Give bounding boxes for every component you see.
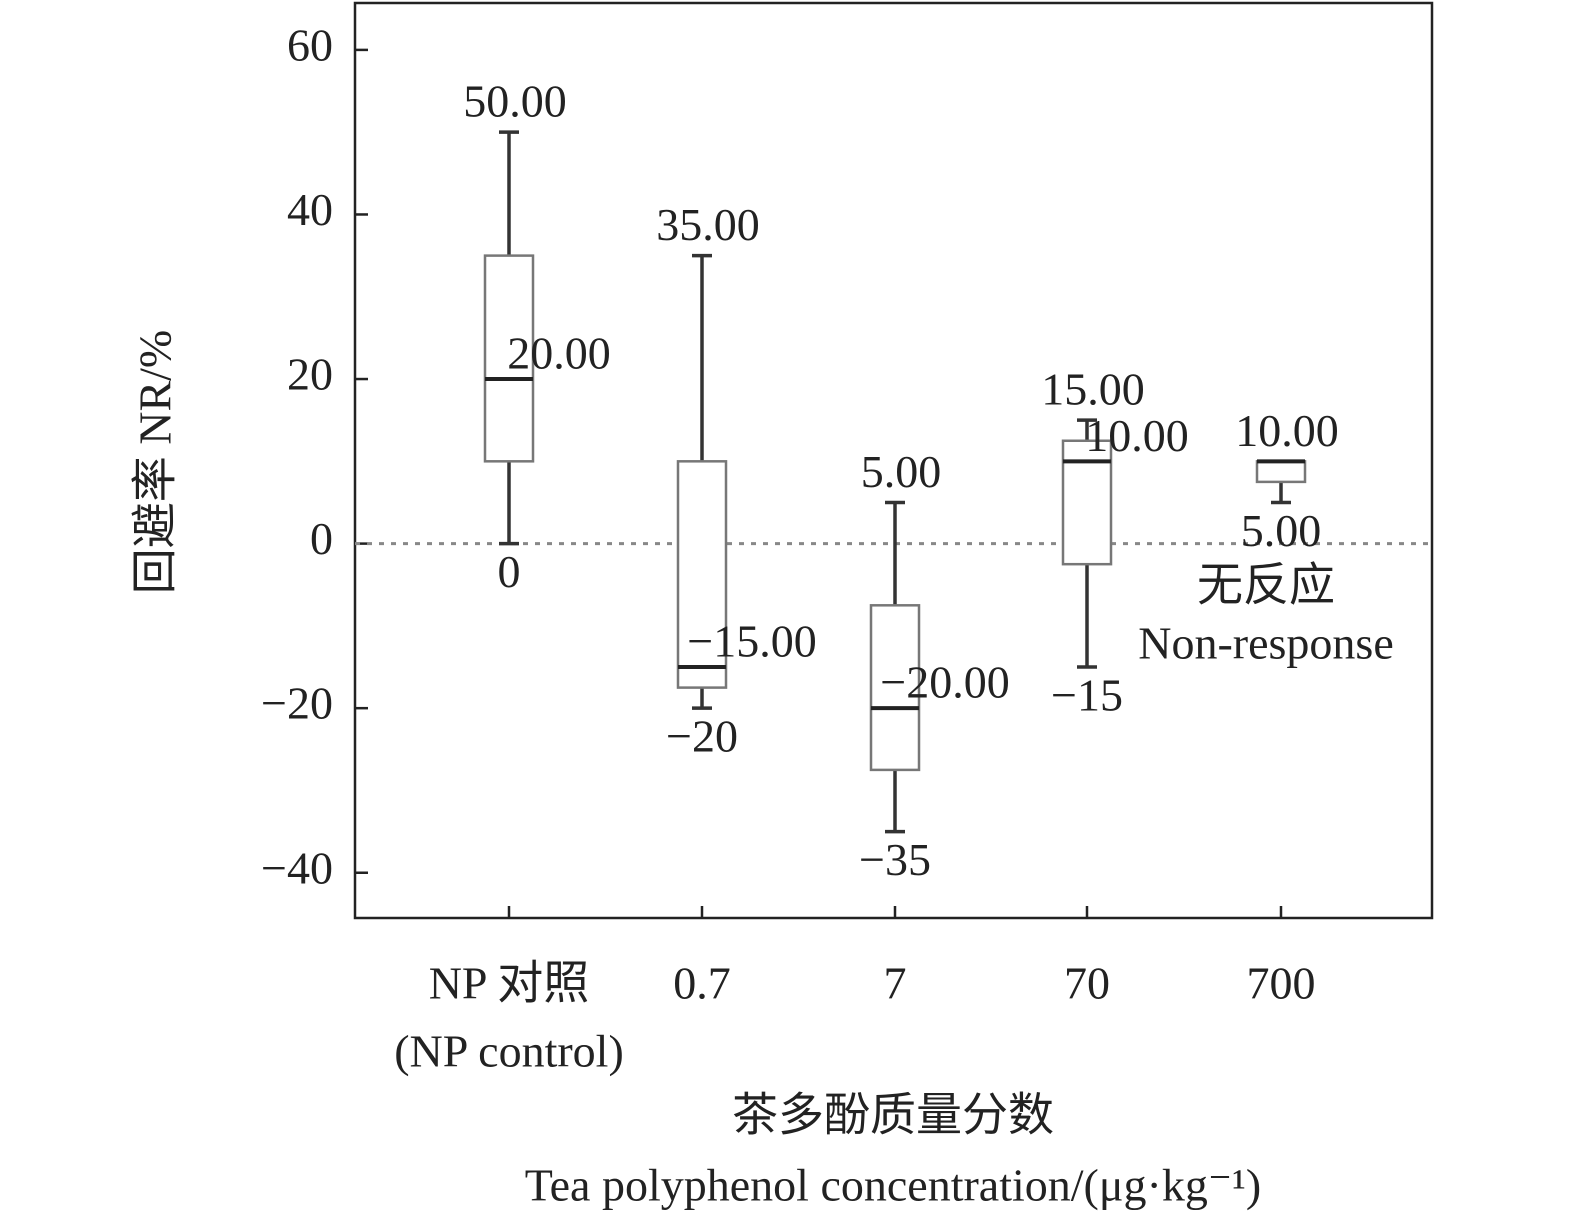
annotation: 无反应 — [1197, 560, 1335, 611]
box — [869, 604, 921, 772]
value-label: 35.00 — [656, 199, 760, 250]
value-label: 10.00 — [1235, 405, 1339, 456]
value-label: 5.00 — [1241, 505, 1322, 556]
y-tick-label: 60 — [287, 19, 333, 70]
value-label: 5.00 — [861, 446, 942, 497]
x-axis-label: Tea polyphenol concentration/(μg·kg⁻¹) — [525, 1160, 1262, 1211]
value-label: 15.00 — [1041, 364, 1145, 415]
x-tick-label: 0.7 — [673, 958, 731, 1009]
box — [1255, 460, 1307, 484]
x-tick-label: (NP control) — [394, 1026, 624, 1077]
box — [483, 254, 535, 463]
y-tick-label: −20 — [261, 678, 333, 729]
value-label: −35 — [859, 834, 931, 885]
x-tick-label: NP 对照 — [429, 958, 590, 1009]
x-tick-label: 700 — [1247, 958, 1316, 1009]
y-tick-label: −40 — [261, 842, 333, 893]
value-label: 20.00 — [507, 328, 611, 379]
value-label: −20 — [666, 711, 738, 762]
y-axis-label: 回避率 NR/% — [130, 330, 181, 595]
y-tick-label: 0 — [310, 513, 333, 564]
value-label: 50.00 — [463, 76, 567, 127]
value-label: −20.00 — [880, 657, 1009, 708]
y-tick-label: 20 — [287, 349, 333, 400]
value-label: 10.00 — [1085, 410, 1189, 461]
plot-frame — [353, 1, 1434, 920]
value-label: −15.00 — [687, 616, 816, 667]
x-tick-label: 70 — [1064, 958, 1110, 1009]
value-label: 0 — [498, 546, 521, 597]
x-axis-label: 茶多酚质量分数 — [732, 1090, 1054, 1141]
box — [676, 460, 728, 689]
x-tick-label: 7 — [884, 958, 907, 1009]
y-tick-label: 40 — [287, 184, 333, 235]
value-label: −15 — [1051, 670, 1123, 721]
annotation: Non-response — [1138, 618, 1394, 669]
